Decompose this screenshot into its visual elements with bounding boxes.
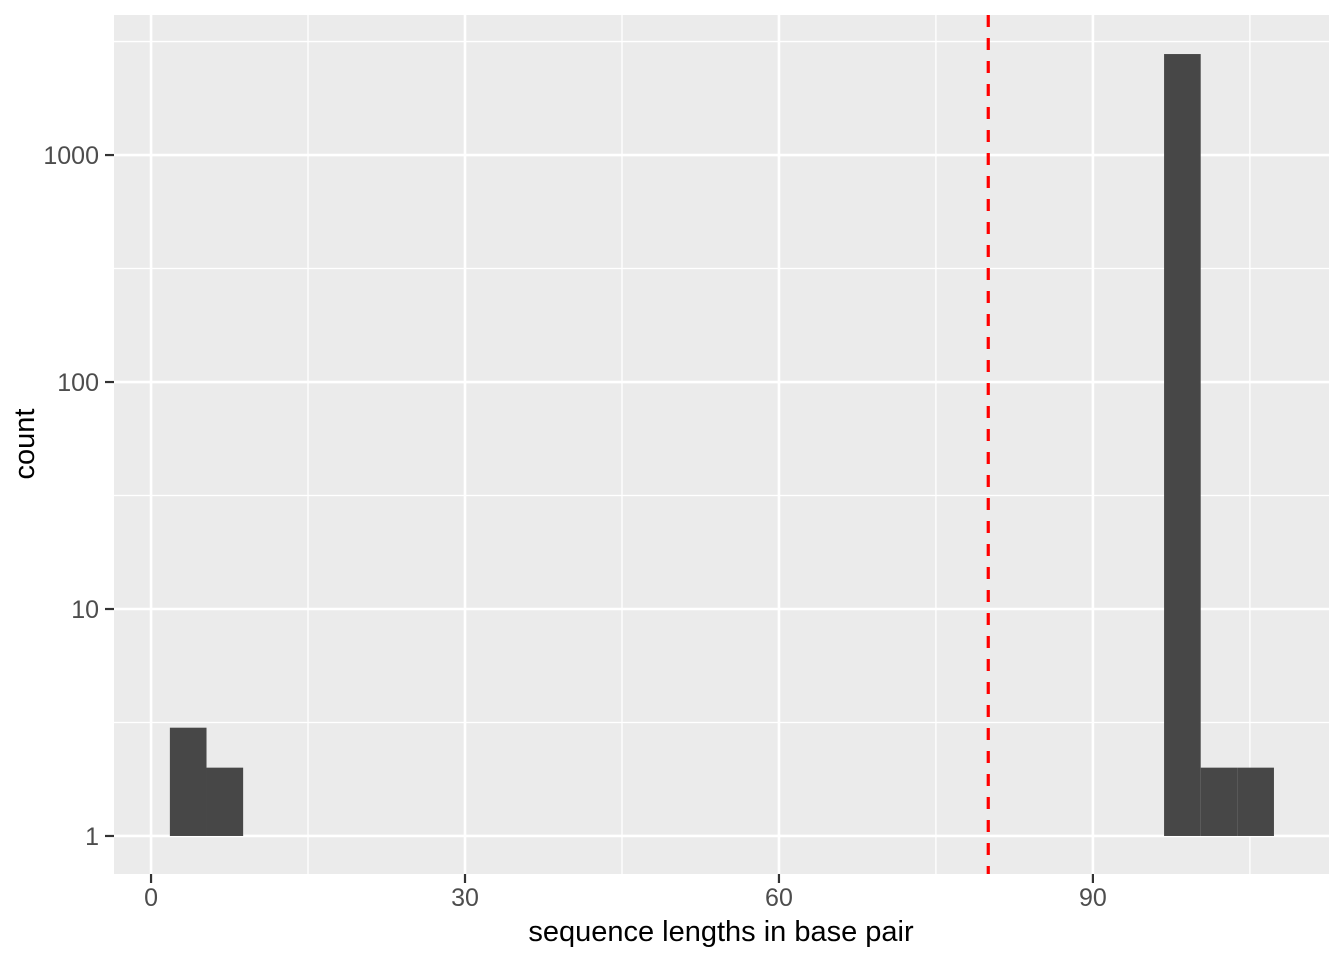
x-tick-label: 0 — [144, 884, 158, 912]
axes: 0 30 60 90 1 10 100 1000 — [43, 142, 1106, 912]
x-axis-title: sequence lengths in base pair — [528, 916, 914, 948]
x-tick-label: 30 — [451, 884, 479, 912]
histogram-bar — [1200, 767, 1238, 836]
x-tick-label: 60 — [765, 884, 793, 912]
histogram-bar — [1164, 54, 1201, 836]
plot-panel — [114, 15, 1329, 874]
y-tick-label: 10 — [71, 596, 99, 624]
histogram-bar — [169, 727, 207, 836]
histogram-bar — [1237, 767, 1274, 836]
panel-background — [114, 15, 1329, 874]
histogram-bar — [206, 767, 244, 836]
y-tick-label: 100 — [57, 369, 99, 397]
y-tick-label: 1 — [85, 823, 99, 851]
y-tick-label: 1000 — [43, 142, 99, 170]
x-tick-label: 90 — [1079, 884, 1107, 912]
y-axis-title: count — [9, 409, 41, 480]
